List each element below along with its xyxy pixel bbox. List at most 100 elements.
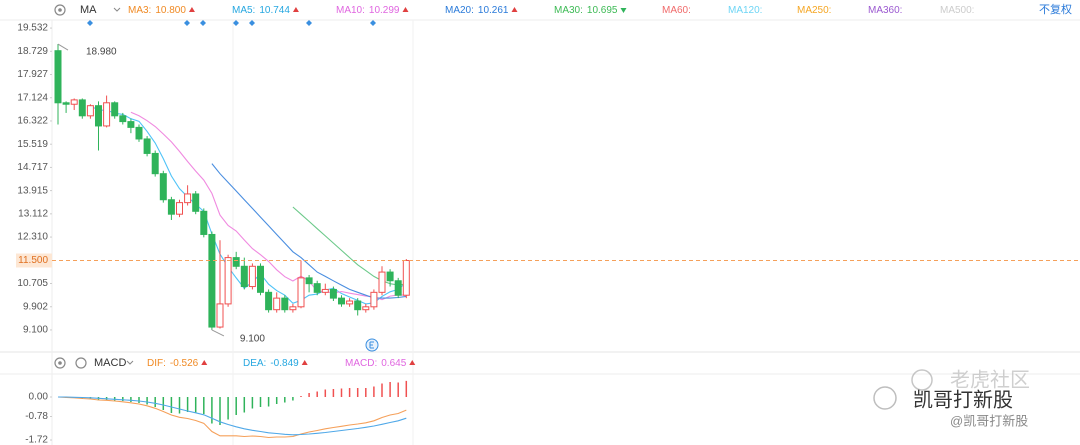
event-badge[interactable] (365, 338, 379, 352)
candle-body (240, 265, 248, 288)
candle-body (176, 202, 183, 215)
adjust-selector[interactable]: 不复权 (1039, 2, 1072, 16)
y-tick-label: 19.532 (17, 23, 48, 34)
indicator-line (130, 111, 407, 301)
legend-label: MA3: (128, 5, 151, 16)
legend-item: MA120: (728, 5, 762, 16)
legend-item: MA60: (662, 5, 691, 16)
legend-label: MA360: (868, 5, 902, 16)
candle-body (95, 105, 102, 127)
y-tick-label: 10.705 (17, 278, 48, 289)
legend-label: MA60: (662, 5, 691, 16)
low-pointer (211, 329, 225, 337)
legend-label: MA30: (554, 5, 583, 16)
candle-body (232, 257, 240, 267)
candle-body (86, 105, 94, 117)
dropdown-caret[interactable] (113, 7, 121, 12)
candle-body (143, 138, 151, 154)
candle-body (192, 193, 200, 212)
candle-body (167, 199, 175, 215)
candle-body (103, 102, 111, 127)
legend-item: MA250: (797, 5, 831, 16)
legend-value: -0.526 (170, 358, 199, 369)
candle-body (289, 306, 297, 311)
legend-value: 10.744 (259, 5, 290, 16)
watermark: @凯哥打新股 (950, 413, 1028, 428)
legend-item: DEA: -0.849 (243, 358, 299, 369)
y-tick-label: 9.902 (23, 301, 48, 312)
trend-icon (620, 8, 627, 13)
dropdown-caret[interactable] (126, 360, 134, 365)
macd-info-icon[interactable] (75, 357, 87, 369)
y-tick-label: 13.112 (18, 208, 48, 219)
legend-item: MA3: 10.800 (128, 5, 186, 16)
legend-value: 0.645 (381, 358, 406, 369)
legend-value: 10.695 (587, 5, 618, 16)
legend-item: MA500: (940, 5, 974, 16)
candle-body (362, 306, 370, 311)
candle-body (402, 260, 410, 296)
candle-body (62, 102, 70, 105)
trend-icon (511, 7, 518, 12)
y-tick-label: 9.100 (23, 325, 48, 336)
high-pointer (57, 43, 69, 51)
candle-body (70, 99, 78, 105)
y-tick-label: 13.915 (17, 185, 48, 196)
candle-body (159, 173, 167, 201)
watermark-icon (873, 369, 933, 410)
watermark: 老虎社区 (950, 368, 1030, 391)
indicator-line (90, 105, 407, 305)
y-tick-label: -0.78 (25, 411, 48, 422)
settings-icon[interactable] (54, 4, 66, 16)
low-label: 9.100 (240, 334, 265, 345)
candle-body (78, 99, 86, 117)
candle-body (265, 291, 273, 311)
legend-item: MACD: 0.645 (345, 358, 407, 369)
indicator-line (57, 396, 407, 439)
macd-settings-icon[interactable] (54, 357, 66, 369)
high-label: 18.980 (86, 47, 117, 58)
trend-icon (188, 7, 195, 12)
legend-label: DEA: (243, 358, 266, 369)
candle-body (151, 152, 159, 175)
candle-body (329, 288, 337, 299)
candle-body (354, 300, 362, 311)
event-markers[interactable] (87, 20, 376, 26)
legend-label: MA500: (940, 5, 974, 16)
legend-item: MA5: 10.744 (232, 5, 290, 16)
macd-title[interactable]: MACD (94, 357, 126, 369)
candle-body (248, 265, 256, 288)
y-tick-label: 0.00 (29, 392, 49, 403)
candle-body (386, 271, 394, 282)
indicator-line (58, 396, 407, 436)
legend-value: 10.800 (155, 5, 186, 16)
y-tick-label: 14.717 (17, 162, 48, 173)
legend-label: MA250: (797, 5, 831, 16)
candle-body (297, 277, 305, 308)
legend-item: MA20: 10.261 (445, 5, 509, 16)
y-tick-label: 17.124 (17, 92, 48, 103)
candle-body (224, 257, 232, 305)
legend-value: -0.849 (270, 358, 299, 369)
candle-body (305, 277, 313, 285)
legend-item: MA30: 10.695 (554, 5, 618, 16)
legend-label: MA10: (336, 5, 365, 16)
indicator-line (292, 206, 407, 286)
trend-icon (402, 7, 409, 12)
trend-icon (292, 7, 299, 12)
candle-body (313, 283, 321, 293)
candle-body (127, 121, 135, 128)
last-price-tag (16, 253, 52, 268)
candle-body (200, 210, 208, 235)
indicator-selector[interactable]: MA (80, 4, 97, 16)
trend-icon (409, 360, 416, 365)
legend-label: MA120: (728, 5, 762, 16)
y-tick-label: 18.729 (17, 46, 48, 57)
candle-body (208, 233, 216, 328)
candle-body (273, 297, 281, 311)
legend-value: 10.299 (369, 5, 400, 16)
trend-icon (201, 360, 208, 365)
candle-body (378, 271, 386, 293)
candle-body (216, 303, 224, 328)
